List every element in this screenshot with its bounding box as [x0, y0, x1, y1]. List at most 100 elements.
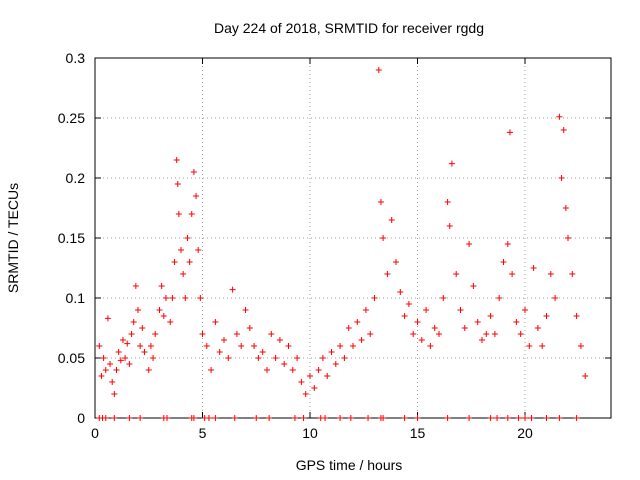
- data-point: [517, 331, 524, 337]
- data-point: [281, 361, 288, 367]
- data-point: [350, 343, 356, 349]
- zero-value-point: [266, 415, 273, 421]
- data-point: [132, 283, 139, 289]
- data-point: [104, 315, 111, 322]
- data-point: [393, 259, 399, 265]
- data-point: [522, 307, 528, 313]
- zero-value-point: [380, 415, 387, 421]
- data-point: [242, 307, 249, 313]
- x-tick-label: 5: [199, 425, 207, 441]
- data-point: [457, 307, 464, 313]
- data-point: [117, 357, 124, 364]
- data-point: [160, 313, 167, 319]
- data-point: [139, 325, 146, 331]
- zero-value-point: [466, 415, 473, 421]
- zero-value-point: [111, 415, 118, 421]
- data-point: [115, 349, 122, 355]
- data-point: [384, 271, 391, 277]
- zero-value-point: [504, 415, 511, 421]
- data-point: [509, 271, 516, 277]
- data-point: [96, 343, 103, 349]
- data-point: [470, 283, 477, 289]
- data-point: [315, 367, 322, 373]
- zero-value-point: [164, 415, 171, 421]
- axis-ticks: 0 0.05 0.1 0.15 0.2 0.25 0.3 0 5 10 15 20: [58, 50, 611, 441]
- zero-value-point: [231, 415, 238, 421]
- data-point: [440, 295, 447, 301]
- data-point: [178, 247, 184, 253]
- data-point: [534, 325, 541, 331]
- data-point: [199, 331, 206, 337]
- data-point: [167, 319, 174, 325]
- data-point: [276, 337, 283, 343]
- zero-value-point: [556, 415, 563, 421]
- data-point: [446, 223, 453, 229]
- data-point: [466, 241, 473, 247]
- x-tick-label: 0: [91, 425, 99, 441]
- data-point: [197, 295, 204, 301]
- zero-value-point: [522, 415, 528, 421]
- data-point: [216, 349, 223, 355]
- data-point: [175, 211, 182, 217]
- data-point: [358, 337, 365, 343]
- data-point: [547, 271, 554, 277]
- data-point: [152, 331, 159, 337]
- data-point: [405, 301, 412, 307]
- data-point: [380, 235, 387, 241]
- data-point: [272, 355, 279, 361]
- data-point: [147, 343, 154, 349]
- data-point: [203, 343, 210, 349]
- data-point: [558, 175, 565, 181]
- zero-value-point: [205, 415, 212, 421]
- y-axis-label: SRMTID / TECUs: [5, 183, 21, 293]
- data-point: [504, 241, 511, 247]
- x-tick-label: 10: [302, 425, 318, 441]
- plot-frame: [94, 57, 612, 419]
- data-point: [565, 235, 571, 241]
- data-point: [221, 337, 227, 343]
- data-point: [171, 259, 178, 265]
- data-point: [109, 379, 116, 385]
- data-point: [302, 391, 309, 397]
- data-point: [444, 199, 451, 205]
- data-point: [414, 319, 421, 325]
- data-point: [543, 313, 550, 319]
- zero-value-point: [487, 415, 494, 421]
- data-point: [397, 289, 404, 295]
- data-point: [212, 319, 219, 325]
- data-point: [294, 355, 301, 361]
- data-point: [423, 307, 430, 313]
- data-point: [137, 343, 144, 349]
- data-point: [145, 367, 152, 373]
- grid: [95, 58, 611, 418]
- data-point: [552, 295, 559, 301]
- data-point: [156, 307, 163, 313]
- data-point: [573, 313, 580, 319]
- y-tick-label: 0.05: [58, 350, 85, 366]
- data-point: [298, 379, 305, 385]
- data-point: [483, 331, 490, 337]
- data-point: [173, 157, 180, 163]
- data-point: [107, 361, 114, 367]
- data-point: [251, 343, 258, 349]
- data-point: [461, 325, 468, 331]
- zero-value-point: [515, 415, 522, 421]
- zero-value-point: [444, 415, 451, 421]
- data-point: [530, 265, 537, 271]
- zero-value-point: [322, 415, 329, 421]
- data-point: [491, 331, 498, 337]
- data-point: [577, 343, 584, 349]
- data-point: [113, 367, 120, 373]
- data-point: [158, 283, 165, 289]
- data-point: [169, 295, 176, 301]
- data-points: [96, 67, 589, 421]
- data-point: [122, 355, 129, 361]
- data-point: [102, 367, 109, 373]
- data-point: [562, 205, 569, 211]
- data-point: [453, 271, 460, 277]
- data-point: [375, 67, 382, 73]
- data-point: [341, 355, 348, 361]
- data-point: [367, 331, 374, 337]
- zero-value-point: [347, 415, 354, 421]
